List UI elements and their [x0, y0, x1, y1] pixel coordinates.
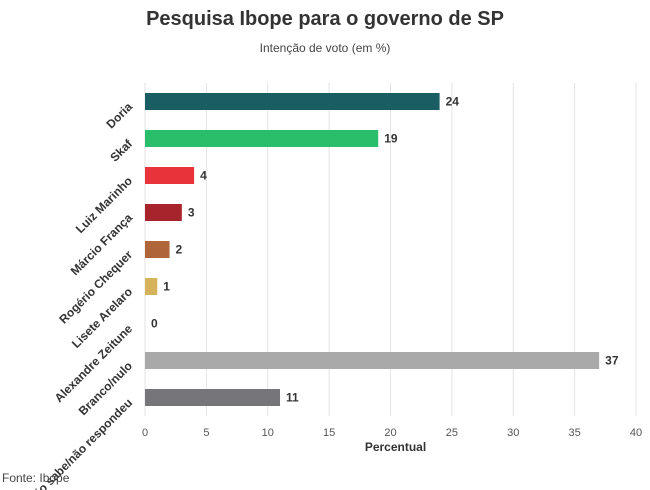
bar [145, 167, 195, 184]
chart-title: Pesquisa Ibope para o governo de SP [146, 8, 504, 30]
data-label: 1 [163, 280, 170, 294]
data-label: 4 [200, 169, 207, 183]
x-tick-label: 40 [630, 427, 642, 439]
bar [145, 130, 379, 147]
data-label: 0 [151, 317, 158, 331]
x-tick-label: 25 [446, 427, 458, 439]
x-tick-label: 30 [507, 427, 519, 439]
data-label: 2 [176, 243, 183, 257]
x-tick-label: 20 [384, 427, 396, 439]
bar [145, 389, 281, 406]
data-label: 24 [446, 95, 460, 109]
data-label: 11 [286, 391, 299, 405]
x-tick-label: 0 [142, 427, 148, 439]
source-note: Fonte: Ibope [2, 471, 70, 485]
data-label: 37 [605, 354, 619, 368]
data-label: 19 [384, 132, 398, 146]
x-axis-title: Percentual [365, 440, 426, 454]
data-label: 3 [188, 206, 195, 220]
bar [145, 352, 600, 369]
category-label: Skaf [107, 136, 136, 165]
x-tick-label: 15 [323, 427, 335, 439]
bar [145, 278, 158, 295]
category-label: Doria [104, 100, 136, 132]
bar [145, 241, 170, 258]
x-tick-label: 5 [203, 427, 209, 439]
chart-subtitle: Intenção de voto (em %) [259, 41, 391, 55]
bar [145, 93, 440, 110]
bar [145, 204, 182, 221]
x-tick-label: 35 [569, 427, 581, 439]
x-tick-label: 10 [262, 427, 274, 439]
